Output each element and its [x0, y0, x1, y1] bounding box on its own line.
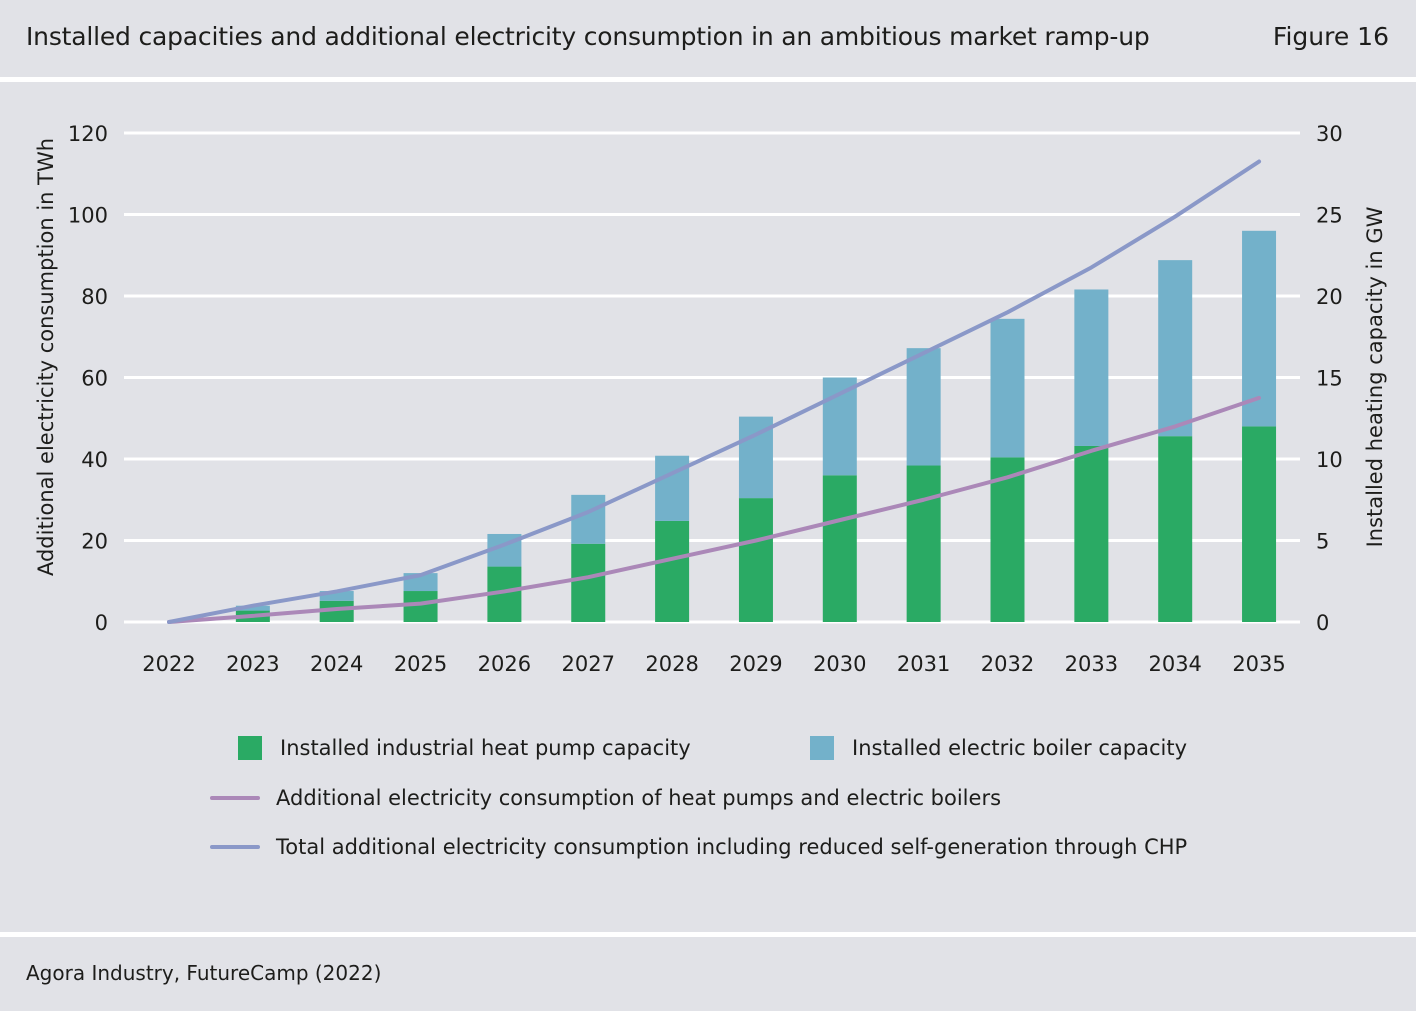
y-right-tick-label: 25	[1316, 204, 1343, 228]
x-tick-label: 2022	[142, 652, 195, 676]
legend-label-total-line: Total additional electricity consumption…	[276, 835, 1188, 859]
bar-heat-pump	[1158, 436, 1193, 622]
bar-electric-boiler	[319, 591, 354, 601]
bar-electric-boiler	[906, 348, 941, 466]
legend-label-hp-eb-line: Additional electricity consumption of he…	[276, 786, 1002, 810]
bar-heat-pump	[1242, 426, 1277, 622]
bar-heat-pump	[822, 475, 857, 622]
legend-swatch-total-line	[210, 845, 260, 849]
bar-heat-pump	[403, 591, 438, 622]
bar-heat-pump	[906, 465, 941, 622]
bar-heat-pump	[319, 600, 354, 622]
x-tick-label: 2024	[310, 652, 363, 676]
bar-heat-pump	[990, 457, 1025, 622]
legend-swatch-heat-pump	[238, 736, 262, 760]
bars	[235, 230, 1277, 622]
y-left-tick-label: 20	[81, 530, 108, 554]
y-left-tick-label: 80	[81, 285, 108, 309]
legend-item-heat-pump: Installed industrial heat pump capacity	[238, 736, 691, 760]
y-right-tick-label: 15	[1316, 367, 1343, 391]
x-tick-label: 2030	[813, 652, 866, 676]
bar-electric-boiler	[990, 318, 1025, 458]
bar-electric-boiler	[1158, 260, 1193, 437]
y-left-tick-label: 60	[81, 367, 108, 391]
y-left-tick-label: 0	[95, 611, 108, 635]
legend-item-hp-eb-line: Additional electricity consumption of he…	[210, 786, 1001, 810]
y-left-tick-label: 100	[68, 204, 108, 228]
legend-swatch-hp-eb-line	[210, 796, 260, 800]
bar-heat-pump	[738, 498, 773, 622]
x-tick-label: 2032	[981, 652, 1034, 676]
legend-item-electric-boiler: Installed electric boiler capacity	[810, 736, 1187, 760]
x-tick-label: 2035	[1232, 652, 1285, 676]
y-right-tick-label: 30	[1316, 122, 1343, 146]
x-tick-label: 2033	[1065, 652, 1118, 676]
y-right-tick-label: 0	[1316, 611, 1329, 635]
x-tick-label: 2025	[394, 652, 447, 676]
figure-label: Figure 16	[1272, 22, 1389, 51]
y-right-tick-label: 10	[1316, 448, 1343, 472]
line-hp-eb-consumption	[167, 395, 1262, 624]
top-divider	[0, 77, 1416, 82]
y-right-tick-label: 5	[1316, 530, 1329, 554]
header: Installed capacities and additional elec…	[0, 0, 1416, 78]
bar-electric-boiler	[571, 494, 606, 544]
legend-label-heat-pump: Installed industrial heat pump capacity	[280, 736, 691, 760]
bar-heat-pump	[655, 520, 690, 622]
x-tick-label: 2023	[226, 652, 279, 676]
legend-label-electric-boiler: Installed electric boiler capacity	[852, 736, 1188, 760]
y-axis-right-label: Installed heating capacity in GW	[1363, 206, 1387, 547]
x-tick-label: 2027	[562, 652, 615, 676]
bar-electric-boiler	[1242, 230, 1277, 427]
bottom-divider	[0, 932, 1416, 937]
source-note: Agora Industry, FutureCamp (2022)	[26, 961, 382, 985]
x-tick-label: 2028	[645, 652, 698, 676]
legend-item-total-line: Total additional electricity consumption…	[210, 835, 1187, 859]
y-right-tick-label: 20	[1316, 285, 1343, 309]
bar-electric-boiler	[655, 455, 690, 521]
y-left-tick-label: 120	[68, 122, 108, 146]
y-axis-left-label: Additional electricity consumption in TW…	[34, 138, 58, 576]
y-left-tick-label: 40	[81, 448, 108, 472]
bar-electric-boiler	[235, 605, 270, 611]
line-total-consumption	[167, 159, 1262, 624]
bar-electric-boiler	[1074, 289, 1109, 446]
chart-title: Installed capacities and additional elec…	[26, 22, 1150, 51]
lines	[167, 159, 1262, 624]
legend-swatch-electric-boiler	[810, 736, 834, 760]
x-tick-label: 2031	[897, 652, 950, 676]
x-tick-label: 2034	[1148, 652, 1201, 676]
x-tick-label: 2026	[478, 652, 531, 676]
x-tick-label: 2029	[729, 652, 782, 676]
bar-heat-pump	[1074, 445, 1109, 622]
bar-heat-pump	[571, 543, 606, 622]
